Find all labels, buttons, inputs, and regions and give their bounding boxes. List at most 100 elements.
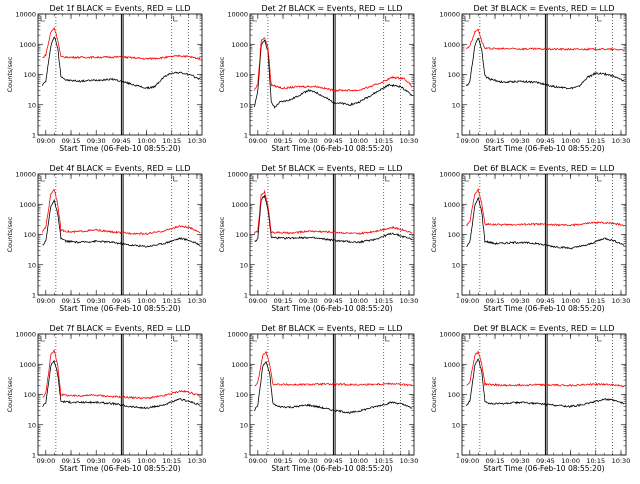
x-tick-label: 09:00 bbox=[248, 457, 267, 465]
series-line-lld bbox=[42, 26, 201, 61]
x-tick-label: 10:15 bbox=[586, 137, 605, 145]
x-tick-label: 09:15 bbox=[274, 457, 293, 465]
bracket-mark bbox=[40, 336, 45, 342]
panel-4: Det 4f BLACK = Events, RED = LLD 1 10 100 10… bbox=[6, 164, 206, 313]
y-tick-label: 10000 bbox=[227, 11, 248, 19]
plot-frame bbox=[37, 173, 203, 296]
bracket-mark bbox=[597, 336, 602, 342]
y-tick-label: 1 bbox=[244, 292, 248, 300]
panel-title: Det 2f BLACK = Events, RED = LLD bbox=[261, 4, 402, 13]
x-tick-label: 09:30 bbox=[87, 457, 106, 465]
y-tick-label: 10000 bbox=[439, 11, 460, 19]
x-tick-label: 09:15 bbox=[486, 297, 505, 305]
x-tick-label: 10:30 bbox=[188, 137, 207, 145]
plot-frame bbox=[37, 13, 203, 136]
plot-frame bbox=[461, 333, 627, 456]
series-line-events bbox=[466, 358, 625, 409]
x-axis-label: Start Time (06-Feb-10 08:55:20) bbox=[483, 304, 604, 313]
y-tick-label: 10 bbox=[452, 101, 460, 109]
y-tick-label: 1 bbox=[32, 132, 36, 140]
y-tick-label: 10 bbox=[452, 421, 460, 429]
x-tick-label: 09:45 bbox=[112, 457, 131, 465]
x-tick-label: 09:00 bbox=[248, 297, 267, 305]
x-tick-label: 10:15 bbox=[162, 137, 181, 145]
y-tick-label: 100 bbox=[448, 231, 460, 239]
x-tick-label: 09:30 bbox=[299, 457, 318, 465]
x-tick-label: 10:00 bbox=[561, 297, 580, 305]
x-tick-label: 10:00 bbox=[349, 137, 368, 145]
series-line-lld bbox=[466, 28, 625, 52]
x-tick-label: 09:15 bbox=[62, 297, 81, 305]
y-tick-label: 100 bbox=[24, 71, 36, 79]
panel-6: Det 6f BLACK = Events, RED = LLD 1 10 100 10… bbox=[430, 164, 630, 313]
series-line-events bbox=[466, 196, 625, 250]
y-tick-label: 10 bbox=[28, 101, 36, 109]
panel-title: Det 3f BLACK = Events, RED = LLD bbox=[473, 4, 614, 13]
series-line-events bbox=[42, 198, 201, 248]
y-tick-label: 1 bbox=[32, 292, 36, 300]
x-tick-label: 09:45 bbox=[324, 137, 343, 145]
x-tick-label: 09:30 bbox=[87, 137, 106, 145]
y-tick-label: 10000 bbox=[15, 11, 36, 19]
x-tick-label: 09:45 bbox=[536, 457, 555, 465]
y-tick-label: 100 bbox=[24, 391, 36, 399]
panel-title: Det 7f BLACK = Events, RED = LLD bbox=[49, 324, 190, 333]
y-tick-label: 100 bbox=[236, 231, 248, 239]
x-tick-label: 10:15 bbox=[374, 297, 393, 305]
x-axis-label: Start Time (06-Feb-10 08:55:20) bbox=[59, 464, 180, 473]
plot-frame bbox=[461, 13, 627, 136]
plot-frame bbox=[249, 333, 415, 456]
x-axis-label: Start Time (06-Feb-10 08:55:20) bbox=[59, 304, 180, 313]
series-line-events bbox=[254, 195, 413, 244]
x-tick-label: 10:15 bbox=[374, 457, 393, 465]
y-tick-label: 1000 bbox=[231, 41, 248, 49]
y-axis-label: Counts/sec bbox=[430, 376, 438, 412]
x-tick-label: 10:15 bbox=[586, 457, 605, 465]
panel-2: Det 2f BLACK = Events, RED = LLD 1 10 100 10… bbox=[218, 4, 418, 153]
y-tick-label: 10 bbox=[240, 101, 248, 109]
plot-frame bbox=[461, 173, 627, 296]
y-tick-label: 1000 bbox=[443, 201, 460, 209]
series-line-lld bbox=[466, 187, 625, 227]
x-tick-label: 09:00 bbox=[460, 137, 479, 145]
panel-title: Det 6f BLACK = Events, RED = LLD bbox=[473, 164, 614, 173]
series-line-lld bbox=[42, 349, 201, 400]
series-line-events bbox=[42, 36, 201, 90]
x-tick-label: 09:30 bbox=[299, 137, 318, 145]
x-tick-label: 10:30 bbox=[188, 297, 207, 305]
x-tick-label: 09:45 bbox=[536, 297, 555, 305]
x-tick-label: 09:00 bbox=[36, 137, 55, 145]
panel-title: Det 4f BLACK = Events, RED = LLD bbox=[49, 164, 190, 173]
bracket-mark bbox=[385, 16, 390, 22]
x-tick-label: 09:30 bbox=[87, 297, 106, 305]
y-tick-label: 100 bbox=[448, 391, 460, 399]
y-tick-label: 10000 bbox=[227, 331, 248, 339]
y-tick-label: 10000 bbox=[15, 331, 36, 339]
bracket-mark bbox=[252, 16, 257, 22]
y-axis-label: Counts/sec bbox=[218, 56, 226, 92]
series-line-lld bbox=[42, 189, 201, 236]
y-tick-label: 10000 bbox=[15, 171, 36, 179]
x-tick-label: 09:45 bbox=[324, 297, 343, 305]
x-tick-label: 10:30 bbox=[188, 457, 207, 465]
panel-3: Det 3f BLACK = Events, RED = LLD 1 10 100 10… bbox=[430, 4, 630, 153]
x-tick-label: 10:00 bbox=[137, 457, 156, 465]
panel-7: Det 7f BLACK = Events, RED = LLD 1 10 100 10… bbox=[6, 324, 206, 473]
series-line-events bbox=[42, 359, 201, 410]
panel-8: Det 8f BLACK = Events, RED = LLD 1 10 100 10… bbox=[218, 324, 418, 473]
x-tick-label: 10:30 bbox=[612, 297, 631, 305]
y-tick-label: 1000 bbox=[443, 361, 460, 369]
y-tick-label: 1 bbox=[456, 292, 460, 300]
y-tick-label: 100 bbox=[448, 71, 460, 79]
series-line-lld bbox=[254, 351, 413, 387]
x-tick-label: 09:15 bbox=[62, 457, 81, 465]
y-tick-label: 100 bbox=[236, 71, 248, 79]
bracket-mark bbox=[464, 176, 469, 182]
panel-title: Det 8f BLACK = Events, RED = LLD bbox=[261, 324, 402, 333]
y-axis-label: Counts/sec bbox=[430, 216, 438, 252]
y-tick-label: 10 bbox=[240, 421, 248, 429]
plot-frame bbox=[249, 13, 415, 136]
x-axis-label: Start Time (06-Feb-10 08:55:20) bbox=[271, 464, 392, 473]
y-tick-label: 1 bbox=[456, 132, 460, 140]
